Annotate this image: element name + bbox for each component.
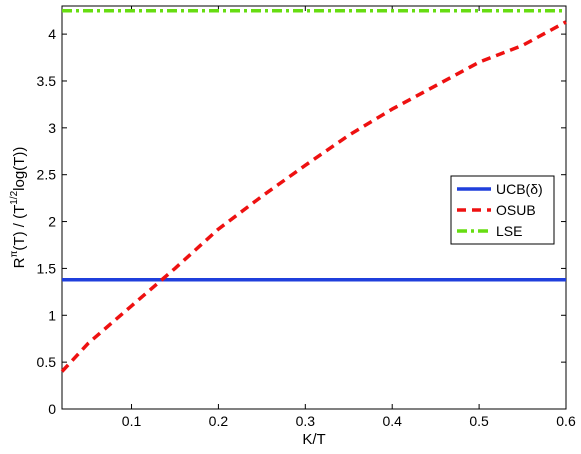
y-axis-title-end: log(T)) [11, 147, 28, 191]
y-tick-label: 4 [48, 26, 56, 42]
y-tick-label: 0.5 [37, 354, 57, 370]
x-tick-label: 0.3 [296, 413, 316, 429]
y-tick-label: 1.5 [37, 260, 57, 276]
legend-label: OSUB [496, 202, 536, 218]
axis-ticks: 0.1 0.2 0.3 0.4 0.5 0.6 0 0.5 1 1.5 2 2.5 3 3.5 4 [37, 6, 576, 429]
y-tick-label: 3 [48, 120, 56, 136]
x-tick-label: 0.4 [382, 413, 402, 429]
x-tick-label: 0.1 [122, 413, 142, 429]
x-tick-label: 0.6 [556, 413, 576, 429]
y-axis-title-sup-pi: π [9, 250, 20, 257]
y-axis-title: Rπ(T) / (T1/2log(T)) [9, 147, 28, 269]
x-axis-title: K/T [302, 431, 325, 448]
y-axis-title-mid: (T) / (T [11, 205, 28, 251]
y-tick-label: 1 [48, 307, 56, 323]
y-axis-title-base: R [11, 257, 28, 268]
y-tick-label: 0 [48, 401, 56, 417]
y-axis-title-sup-half: 1/2 [9, 190, 20, 204]
series-line-osub [60, 20, 567, 373]
x-tick-label: 0.2 [209, 413, 229, 429]
series-layer [60, 8, 567, 373]
y-tick-label: 2 [48, 214, 56, 230]
x-tick-label: 0.5 [469, 413, 489, 429]
plot-frame [61, 5, 567, 410]
legend: UCB(δ) OSUB LSE [450, 175, 555, 245]
legend-label: UCB(δ) [496, 181, 543, 197]
y-tick-label: 2.5 [37, 167, 57, 183]
legend-label: LSE [496, 223, 522, 239]
y-tick-label: 3.5 [37, 73, 57, 89]
